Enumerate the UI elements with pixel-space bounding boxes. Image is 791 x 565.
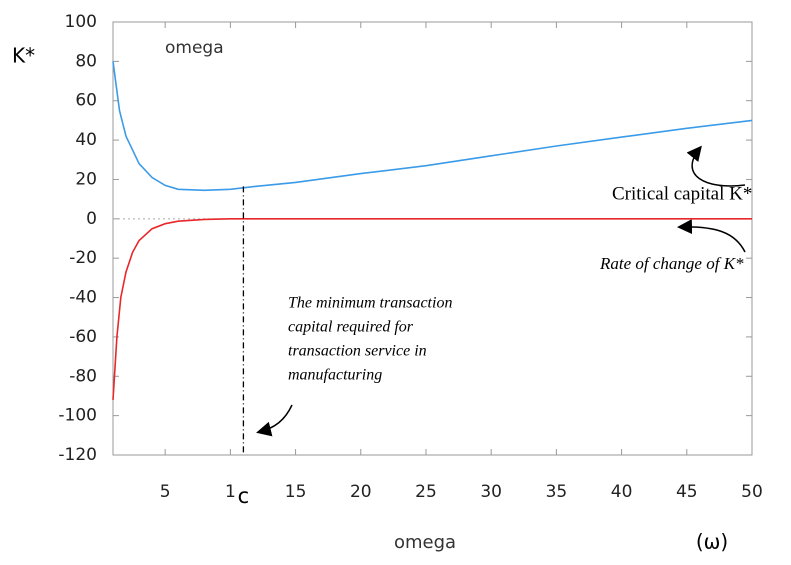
- y-tick-label: -40: [69, 288, 97, 308]
- y-tick-label: 100: [65, 12, 97, 32]
- x-tick-label: 50: [741, 482, 763, 502]
- arrow: [686, 145, 746, 187]
- y-axis-label: K*: [12, 44, 35, 68]
- series-line: [112, 218, 752, 400]
- series-label: Critical capital K*: [612, 183, 752, 204]
- y-tick-label: 40: [75, 130, 97, 150]
- series-label: Rate of change of K*: [599, 254, 744, 273]
- y-tick-label: -100: [58, 406, 97, 426]
- arrow: [677, 219, 746, 253]
- y-tick-label: -120: [58, 445, 97, 465]
- annotation: capital required for: [288, 319, 414, 336]
- y-tick-label: -20: [69, 248, 97, 268]
- key-label: omega: [165, 38, 224, 58]
- x-axis-label: omega: [394, 532, 456, 553]
- y-tick-label: 20: [75, 169, 97, 189]
- x-tick-label: 15: [285, 482, 307, 502]
- y-tick-label: -80: [69, 366, 97, 386]
- x-tick-label: 1: [225, 482, 236, 502]
- plot-border: [112, 21, 753, 456]
- series-line: [112, 61, 753, 192]
- x-tick-label: 20: [350, 482, 372, 502]
- x-tick-label: 30: [480, 482, 502, 502]
- marker-label: c: [238, 484, 250, 508]
- y-tick-label: 80: [75, 51, 97, 71]
- x-tick-label: 40: [611, 482, 633, 502]
- x-tick-label: 35: [546, 482, 568, 502]
- annotation: manufacturing: [288, 367, 382, 384]
- y-tick-label: -60: [69, 327, 97, 347]
- annotation: The minimum transaction: [288, 295, 452, 312]
- arrow: [256, 404, 293, 437]
- x-tick-label: 25: [415, 482, 437, 502]
- y-tick-label: 0: [86, 209, 97, 229]
- y-tick-label: 60: [75, 91, 97, 111]
- x-tick-label: 5: [160, 482, 171, 502]
- x-unit: (ω): [696, 530, 728, 554]
- x-tick-label: 45: [676, 482, 698, 502]
- annotation: transaction service in: [288, 343, 427, 360]
